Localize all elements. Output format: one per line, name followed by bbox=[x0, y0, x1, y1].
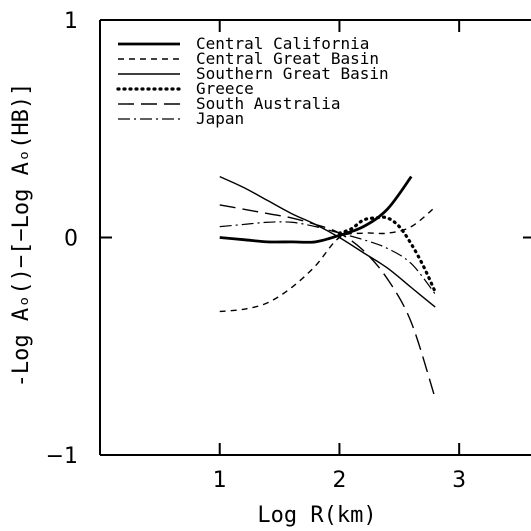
y-tick-label: 0 bbox=[64, 227, 78, 252]
series-line-2 bbox=[219, 206, 436, 313]
x-tick-label: 1 bbox=[213, 468, 227, 493]
series-line-4 bbox=[337, 215, 437, 294]
series-line-6 bbox=[219, 221, 436, 295]
x-tick-label: 2 bbox=[332, 468, 346, 493]
legend-label-6: Japan bbox=[196, 109, 244, 128]
x-tick-label: 3 bbox=[452, 468, 466, 493]
legend-label-4: Greece bbox=[196, 79, 254, 98]
axes: 1 2 3 −1 0 1 bbox=[46, 9, 531, 493]
series-line-3 bbox=[219, 175, 436, 308]
series-layer bbox=[219, 175, 437, 399]
series-line-5 bbox=[219, 204, 436, 399]
legend-label-5: South Australia bbox=[196, 94, 341, 113]
series-line-1 bbox=[219, 175, 413, 244]
legend-label-1: Central California bbox=[196, 34, 369, 53]
y-tick-label: −1 bbox=[46, 444, 78, 469]
x-axis-title: Log R(km) bbox=[257, 503, 376, 528]
y-axis-title: -Log Aₒ()−[−Log Aₒ(HB)] bbox=[9, 83, 34, 388]
legend-label-3: Southern Great Basin bbox=[196, 64, 389, 83]
legend-label-2: Central Great Basin bbox=[196, 49, 379, 68]
y-tick-label: 1 bbox=[64, 9, 78, 34]
